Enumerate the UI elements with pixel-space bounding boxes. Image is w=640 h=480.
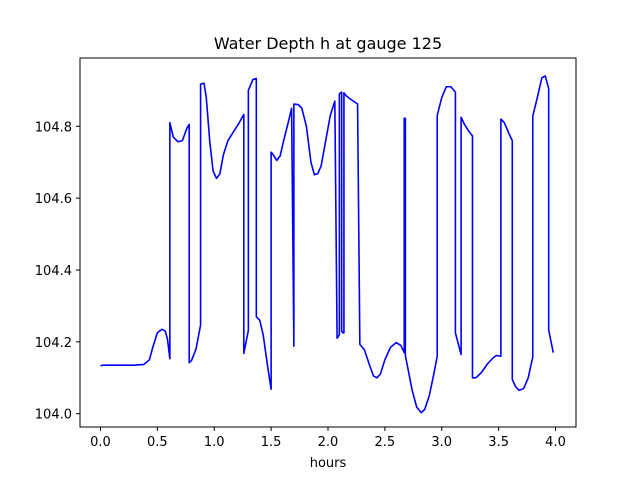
- y-tick-label: 104.4: [35, 264, 72, 279]
- x-axis-title: hours: [310, 456, 347, 471]
- y-axis: 104.0 104.2 104.4 104.6 104.8: [35, 120, 80, 423]
- y-tick-label: 104.0: [35, 408, 72, 423]
- x-tick-label: 1.0: [204, 435, 225, 450]
- x-tick-label: 1.5: [261, 435, 282, 450]
- x-tick-label: 2.0: [318, 435, 339, 450]
- x-tick-label: 3.0: [431, 435, 452, 450]
- y-tick-label: 104.8: [35, 120, 72, 135]
- x-tick-label: 2.5: [375, 435, 396, 450]
- series-line: [100, 75, 555, 414]
- x-axis: 0.0 0.5 1.0 1.5 2.0 2.5 3.0 3.5 4.0: [90, 427, 566, 450]
- x-tick-label: 3.5: [488, 435, 509, 450]
- x-tick-label: 0.0: [90, 435, 111, 450]
- x-tick-label: 4.0: [545, 435, 566, 450]
- chart-title: Water Depth h at gauge 125: [214, 34, 442, 53]
- series-layer: [100, 75, 555, 414]
- x-tick-label: 0.5: [147, 435, 168, 450]
- y-tick-label: 104.6: [35, 192, 72, 207]
- y-tick-label: 104.2: [35, 336, 72, 351]
